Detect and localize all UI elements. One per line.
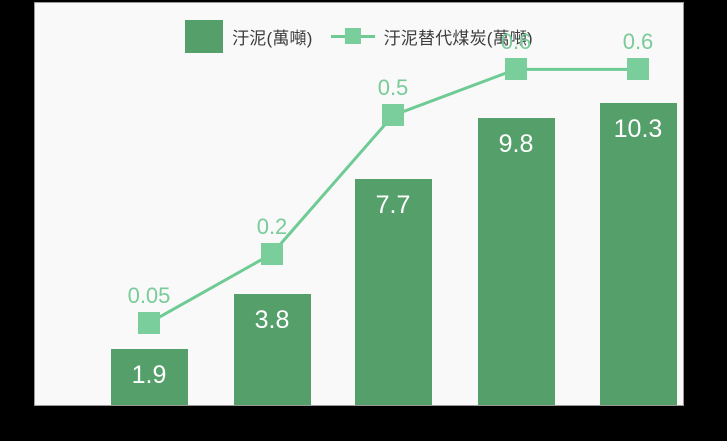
line-point-marker[interactable]: [261, 242, 283, 265]
line-point-marker[interactable]: [138, 311, 160, 334]
legend-item-label: 汙泥(萬噸): [232, 28, 313, 48]
bar-column[interactable]: 3.8: [233, 293, 311, 405]
line-point-value-label: 0.6: [622, 29, 654, 55]
bar-value-label: 1.9: [131, 361, 167, 390]
plot-area: 1.9 3.8 7.7 9.8 10.3 0.05 0.2 0.5 0.6 0.6: [35, 3, 683, 405]
bar-column[interactable]: 10.3: [599, 103, 677, 405]
bar-value-label: 3.8: [254, 305, 290, 334]
legend-item-bar[interactable]: 汙泥(萬噸): [185, 19, 313, 53]
bar-column[interactable]: 7.7: [354, 179, 432, 405]
chart-legend: 汙泥(萬噸) 汙泥替代煤炭(萬噸): [35, 17, 683, 55]
bar-column[interactable]: 9.8: [477, 117, 555, 405]
legend-item-line[interactable]: 汙泥替代煤炭(萬噸): [330, 24, 533, 49]
line-point-value-label: 0.2: [256, 213, 288, 239]
line-point-value-label: 0.6: [500, 29, 532, 55]
bar-value-label: 10.3: [613, 115, 663, 144]
bar-value-label: 9.8: [498, 129, 534, 158]
line-point-marker[interactable]: [505, 58, 527, 81]
legend-square-marker-icon: [344, 28, 361, 44]
line-point-marker[interactable]: [382, 104, 404, 127]
line-point-marker[interactable]: [627, 58, 649, 81]
bar-value-label: 7.7: [375, 191, 411, 220]
chart-panel: 汙泥(萬噸) 汙泥替代煤炭(萬噸) 1.9 3.8 7.7 9.8 10.3 0.05 0.…: [34, 2, 684, 406]
legend-bar-swatch-icon: [185, 19, 224, 53]
line-point-value-label: 0.05: [127, 282, 171, 308]
bar-column[interactable]: 1.9: [110, 349, 188, 405]
legend-item-label: 汙泥替代煤炭(萬噸): [383, 28, 533, 48]
legend-line-marker-icon: [330, 27, 375, 45]
line-point-value-label: 0.5: [377, 75, 409, 101]
